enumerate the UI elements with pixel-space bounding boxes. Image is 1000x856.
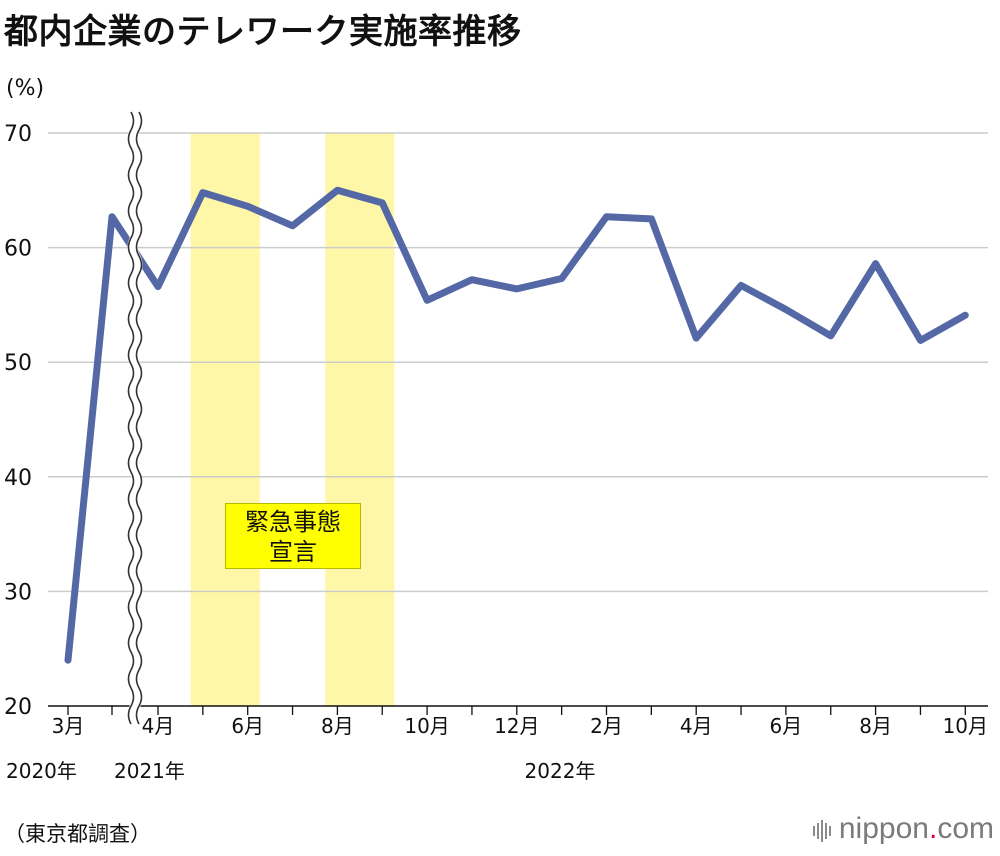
y-axis-labels: 20 30 40 50 60 70 bbox=[4, 122, 32, 720]
data-point-12 bbox=[603, 213, 610, 220]
shaded-period-2 bbox=[325, 133, 395, 706]
brand-bars-icon bbox=[812, 813, 833, 847]
data-point-10 bbox=[513, 285, 520, 293]
data-point-2 bbox=[154, 283, 162, 290]
year-label-2: 2022年 bbox=[525, 759, 596, 783]
x-tick-label-10: 10月 bbox=[943, 714, 988, 738]
x-tick-label-7: 4月 bbox=[680, 714, 713, 738]
x-tick-label-9: 8月 bbox=[859, 714, 892, 738]
year-label-1: 2021年 bbox=[114, 759, 185, 783]
y-tick-label-20: 20 bbox=[4, 695, 32, 720]
axis-break-gap bbox=[127, 109, 143, 727]
data-point-11 bbox=[558, 275, 565, 282]
data-point-3 bbox=[199, 189, 207, 196]
x-tick-label-4: 10月 bbox=[404, 714, 449, 738]
annotation-line-2: 宣言 bbox=[269, 538, 317, 566]
data-point-15 bbox=[737, 282, 745, 289]
data-point-1 bbox=[108, 213, 116, 220]
x-tick-label-5: 12月 bbox=[494, 714, 539, 738]
y-tick-label-60: 60 bbox=[4, 237, 32, 262]
y-tick-label-40: 40 bbox=[4, 466, 32, 491]
brand-dot: . bbox=[928, 812, 938, 845]
data-point-6 bbox=[334, 187, 341, 194]
data-point-9 bbox=[468, 276, 476, 283]
chart-title: 都内企業のテレワーク実施率推移 bbox=[4, 12, 522, 52]
data-point-16 bbox=[782, 306, 790, 313]
y-tick-label-50: 50 bbox=[4, 351, 32, 376]
data-point-17 bbox=[827, 332, 834, 340]
data-point-0 bbox=[64, 656, 72, 664]
x-tick-label-3: 8月 bbox=[321, 714, 354, 738]
y-axis-unit: (%) bbox=[6, 76, 45, 101]
annotation-line-1: 緊急事態 bbox=[245, 508, 341, 536]
data-point-18 bbox=[872, 260, 879, 267]
x-axis-ticks bbox=[67, 706, 966, 715]
year-labels: 2020年 2021年 2022年 bbox=[6, 759, 595, 783]
shaded-periods bbox=[190, 133, 395, 706]
year-label-0: 2020年 bbox=[6, 759, 77, 783]
x-tick-label-1: 4月 bbox=[142, 714, 175, 738]
shaded-period-1 bbox=[190, 133, 260, 706]
data-point-19 bbox=[917, 337, 924, 344]
series-line bbox=[64, 186, 969, 664]
brand-tld: com bbox=[937, 812, 994, 845]
data-point-20 bbox=[962, 312, 969, 319]
x-tick-label-0: 3月 bbox=[52, 714, 85, 738]
brand-name: nippon bbox=[838, 812, 929, 845]
axis-break-line-right bbox=[135, 111, 143, 725]
data-point-4 bbox=[244, 203, 251, 210]
x-tick-label-2: 6月 bbox=[231, 714, 264, 738]
x-axis-labels: 3月 4月 6月 8月 10月 12月 2月 4月 6月 8月 10月 bbox=[52, 714, 988, 738]
data-point-8 bbox=[423, 297, 431, 304]
data-point-14 bbox=[693, 334, 700, 342]
x-tick-label-8: 6月 bbox=[770, 714, 803, 738]
source-note: （東京都調査） bbox=[4, 822, 151, 846]
axis-break-line-left bbox=[127, 111, 135, 725]
emergency-declaration-label: 緊急事態 宣言 bbox=[225, 503, 361, 569]
y-tick-label-70: 70 bbox=[4, 122, 32, 147]
data-point-7 bbox=[379, 199, 386, 207]
brand-logo: nippon.com bbox=[812, 812, 994, 847]
axis-break bbox=[127, 109, 143, 727]
data-point-13 bbox=[648, 215, 655, 223]
y-tick-label-30: 30 bbox=[4, 580, 32, 605]
x-tick-label-6: 2月 bbox=[590, 714, 623, 738]
data-point-5 bbox=[289, 222, 296, 230]
